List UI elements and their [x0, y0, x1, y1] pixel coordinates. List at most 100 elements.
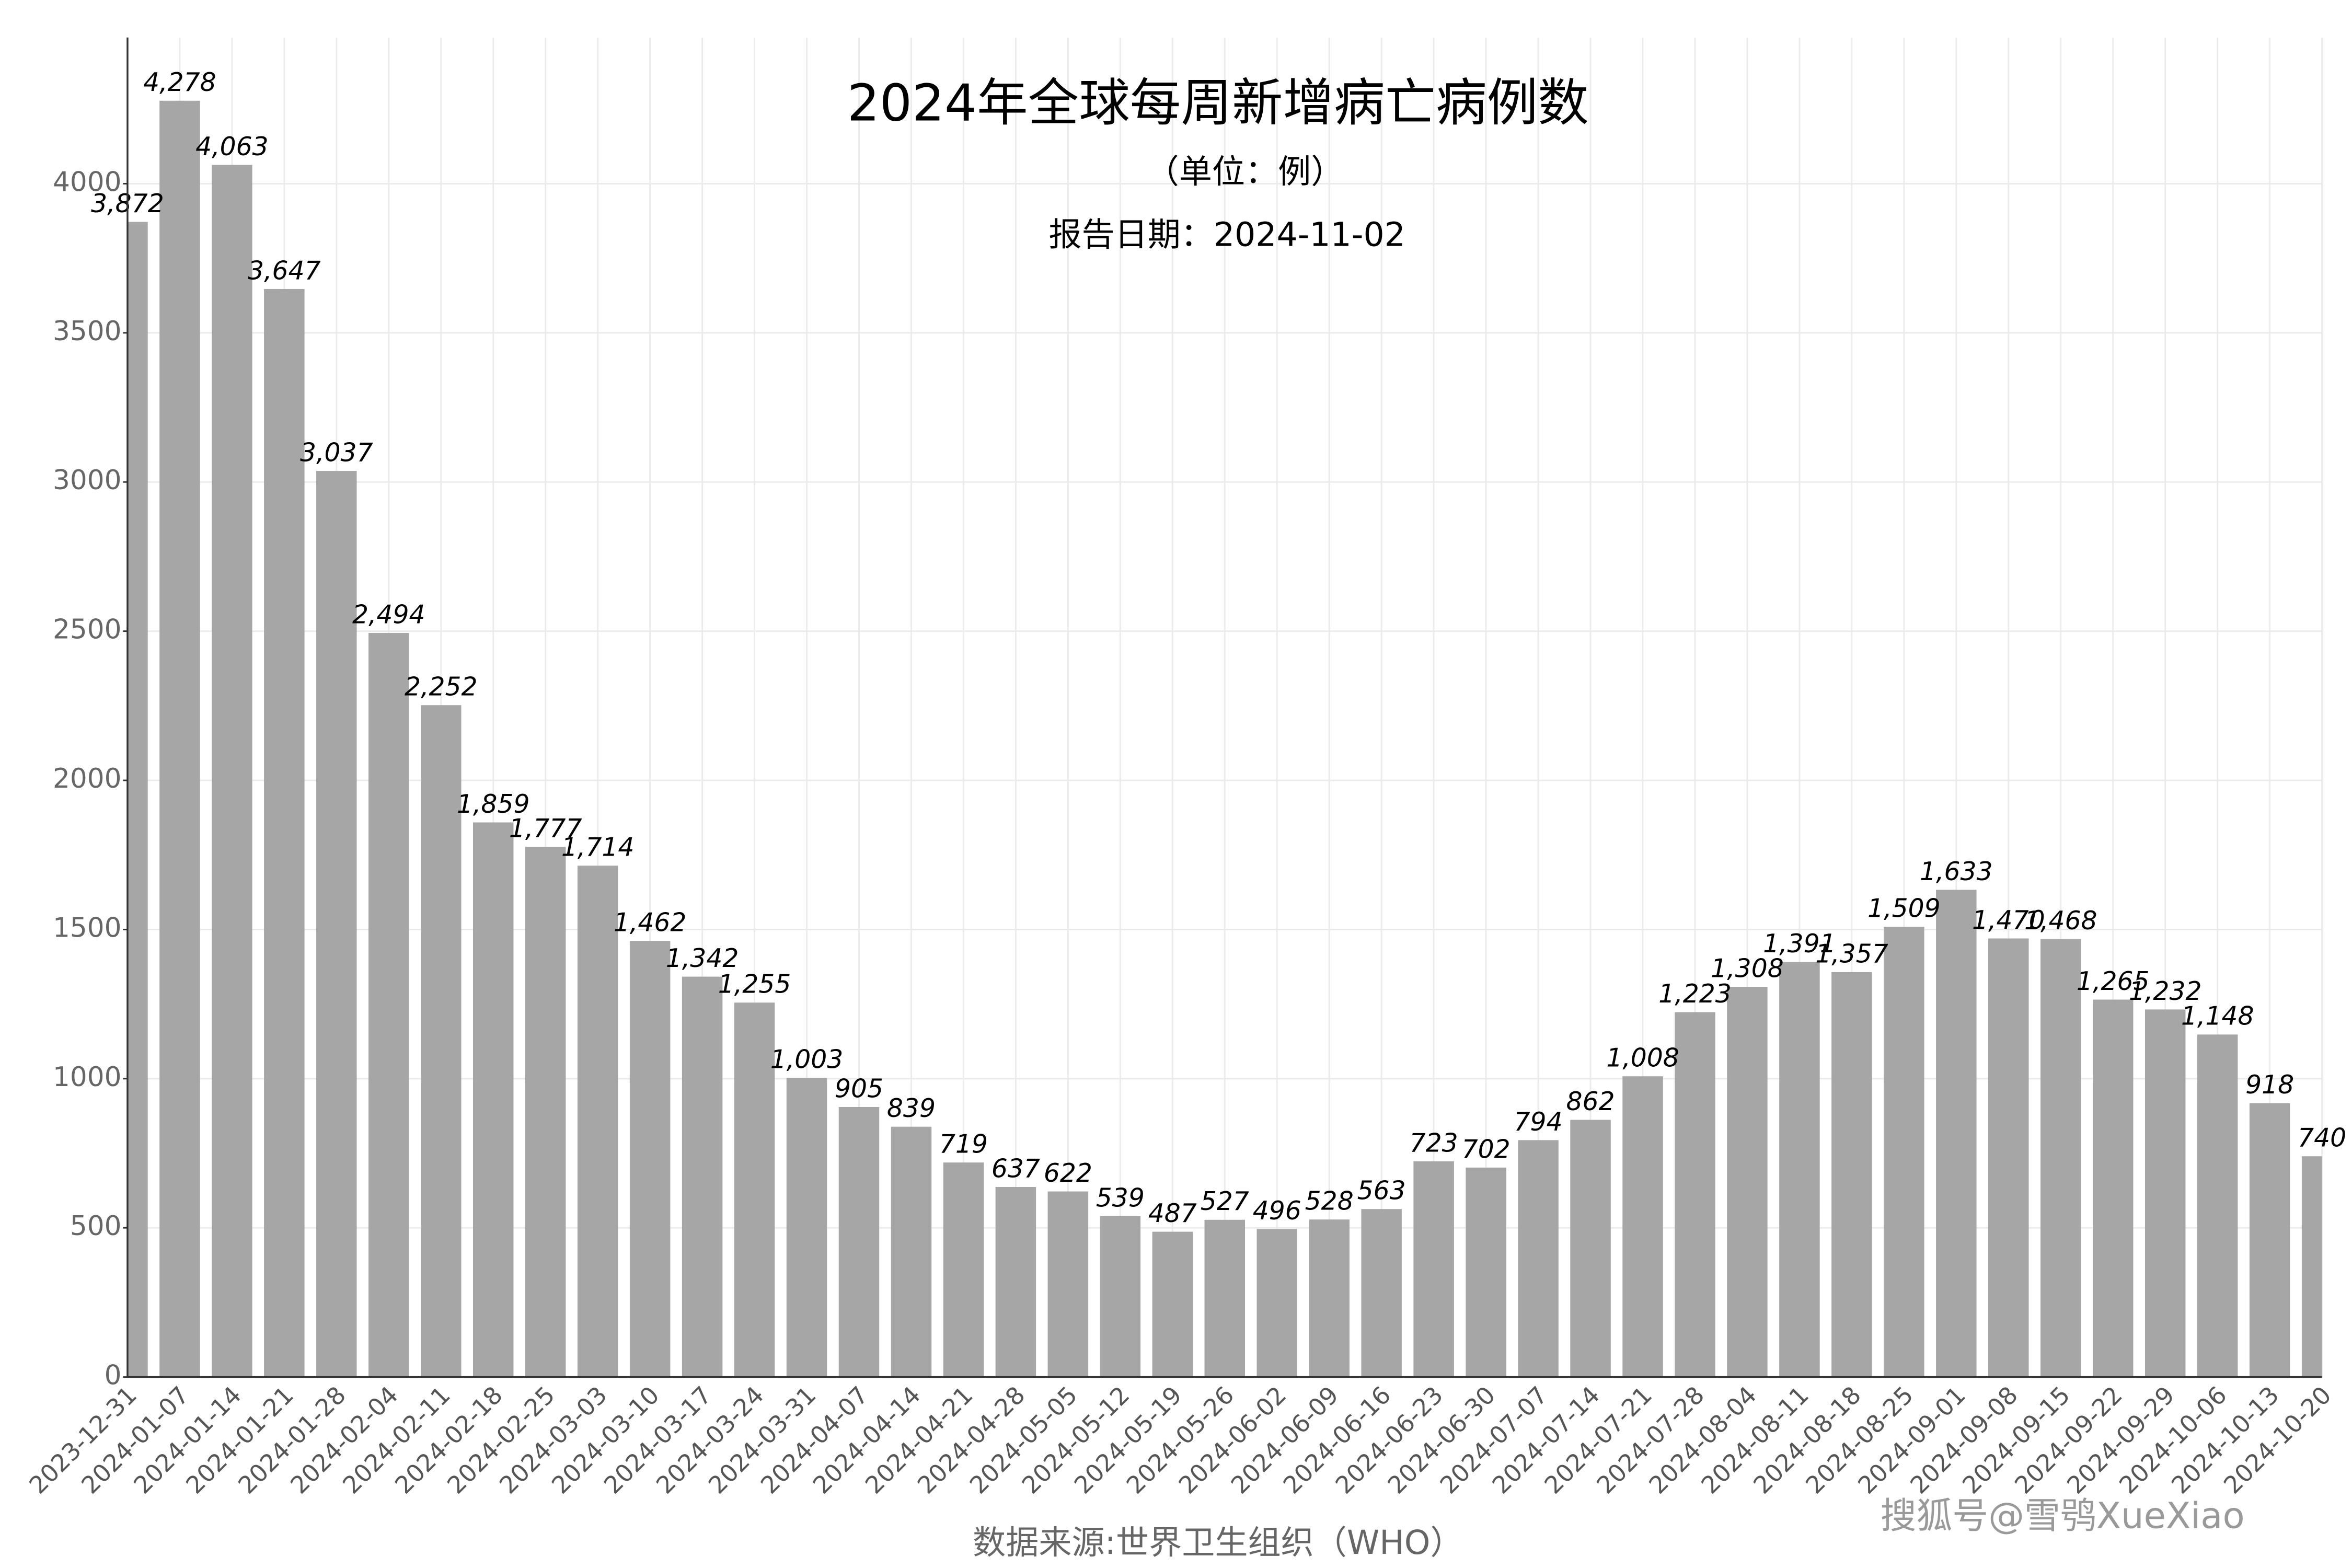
bar [995, 1186, 1036, 1377]
value-label: 723 [1410, 1128, 1458, 1158]
bar [1779, 962, 1820, 1377]
value-label: 527 [1201, 1186, 1249, 1216]
value-label: 1,859 [457, 789, 530, 819]
bar [2249, 1103, 2290, 1377]
bar [1361, 1209, 1402, 1377]
watermark: 搜狐号@雪鸮XueXiao [1881, 1495, 2245, 1537]
value-label: 563 [1357, 1176, 1406, 1206]
bar [629, 941, 671, 1377]
bar [2301, 1156, 2322, 1377]
bar [525, 847, 566, 1377]
bar [1675, 1012, 1715, 1377]
y-tick-label: 1500 [53, 912, 121, 943]
value-label: 905 [835, 1074, 883, 1103]
bar [1570, 1120, 1611, 1377]
bar [212, 165, 252, 1377]
bar [368, 633, 409, 1377]
value-label: 1,509 [1867, 894, 1941, 924]
chart-title: 2024年全球每周新增病亡病例数 [847, 74, 1589, 133]
y-tick-label: 3000 [53, 465, 121, 496]
y-tick-label: 2500 [53, 614, 121, 645]
value-label: 1,255 [718, 970, 791, 999]
bar [264, 289, 305, 1377]
y-tick-label: 500 [70, 1210, 122, 1242]
bar [577, 866, 618, 1377]
y-tick-label: 1000 [53, 1062, 121, 1093]
bar [1152, 1231, 1193, 1377]
bar [316, 471, 357, 1377]
bar [1727, 986, 1768, 1377]
value-label: 2,252 [405, 672, 478, 702]
value-label: 1,462 [614, 908, 687, 938]
value-label: 528 [1305, 1186, 1354, 1216]
value-label: 1,357 [1815, 939, 1888, 969]
value-label: 539 [1096, 1183, 1145, 1213]
bar [1884, 927, 1924, 1377]
report-date: 报告日期：2024-11-02 [1048, 215, 1405, 254]
bar [1622, 1076, 1663, 1377]
bar [1100, 1216, 1141, 1377]
y-tick-label: 3500 [53, 316, 121, 347]
bar [2197, 1034, 2238, 1377]
value-label: 1,223 [1658, 979, 1732, 1009]
bar [127, 222, 148, 1377]
value-label: 1,470 [1972, 905, 2045, 935]
y-tick-label: 4000 [53, 166, 121, 198]
bar [1413, 1161, 1454, 1377]
value-label: 2,494 [352, 599, 425, 629]
subtitle: （单位：例） [1146, 152, 1344, 191]
value-label: 1,308 [1711, 953, 1784, 983]
bar [1518, 1140, 1559, 1377]
bar [1256, 1229, 1297, 1377]
value-label: 862 [1566, 1087, 1615, 1116]
value-label: 496 [1253, 1196, 1301, 1226]
value-label: 3,037 [300, 438, 373, 468]
bar [2040, 939, 2081, 1377]
bar [838, 1107, 880, 1377]
value-label: 839 [887, 1093, 936, 1123]
value-label: 1,008 [1606, 1043, 1679, 1073]
value-label: 1,003 [770, 1045, 844, 1075]
value-label: 1,232 [2129, 976, 2202, 1006]
bar [1047, 1191, 1089, 1377]
value-label: 1,265 [2077, 966, 2150, 996]
bar [1309, 1219, 1350, 1377]
value-label: 4,278 [143, 67, 216, 97]
value-label: 794 [1514, 1107, 1563, 1137]
bar [734, 1002, 775, 1377]
bar [943, 1162, 984, 1377]
value-label: 1,468 [2024, 906, 2097, 936]
bar [2092, 999, 2134, 1377]
value-label: 637 [991, 1154, 1040, 1183]
value-label: 487 [1148, 1198, 1197, 1228]
value-label: 1,342 [666, 943, 739, 973]
bars [127, 100, 2322, 1377]
value-label: 1,148 [2181, 1001, 2254, 1031]
bar [1988, 938, 2029, 1377]
value-label: 740 [2298, 1123, 2346, 1153]
bar [1466, 1167, 1506, 1377]
bar [891, 1126, 932, 1377]
bar [2145, 1009, 2186, 1377]
y-tick-label: 2000 [53, 763, 121, 794]
value-label: 622 [1044, 1158, 1092, 1188]
value-label: 1,714 [561, 833, 635, 862]
value-label: 4,063 [195, 132, 269, 162]
y-tick-label: 0 [105, 1360, 122, 1391]
bar [472, 822, 514, 1377]
bar [421, 705, 462, 1377]
value-label: 719 [939, 1129, 988, 1159]
value-label: 1,633 [1920, 857, 1993, 886]
value-label: 918 [2245, 1070, 2294, 1100]
bar [682, 976, 723, 1377]
bar [159, 100, 200, 1377]
bar [786, 1078, 827, 1377]
value-label: 1,777 [509, 814, 582, 844]
value-label: 3,647 [248, 256, 321, 285]
bar [1204, 1219, 1246, 1377]
value-label: 702 [1462, 1134, 1511, 1164]
source: 数据来源:世界卫生组织（WHO） [973, 1523, 1463, 1562]
value-label: 1,391 [1763, 929, 1836, 959]
